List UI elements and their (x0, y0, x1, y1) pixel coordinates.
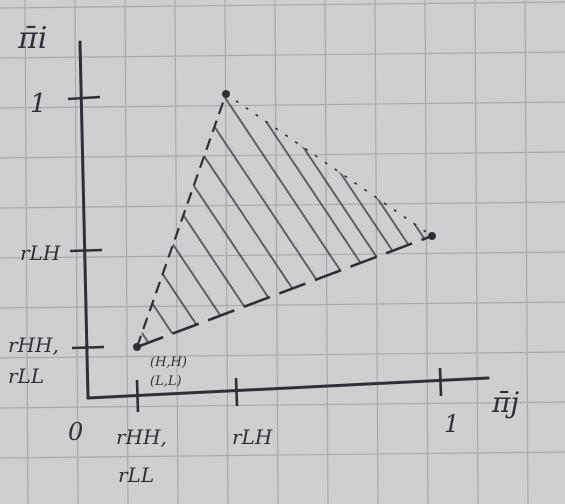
region-boundary (135, 93, 433, 349)
x-axis-label: π̄j (491, 386, 519, 419)
boundary-bottom-edge (136, 234, 433, 349)
y-tick-label-1: 1 (30, 89, 47, 119)
x-tick-label-rhh: rHH, (116, 425, 167, 449)
x-tick-rlh (234, 377, 239, 407)
y-tick-rlh (69, 248, 103, 253)
vertex-hh-ll (133, 343, 141, 351)
x-tick-label-1: 1 (444, 410, 459, 438)
x-axis (86, 376, 490, 400)
point-label-ll: (L,L) (150, 374, 182, 389)
x-tick-1 (438, 367, 443, 397)
x-ticks (135, 367, 443, 413)
y-tick-label-rhh: rHH, (8, 333, 59, 357)
y-axis (78, 40, 90, 400)
vertex-right (428, 232, 436, 240)
x-tick-label-rll: rLL (118, 463, 154, 487)
boundary-left-edge (135, 93, 228, 348)
y-ticks (67, 95, 105, 350)
vertex-top (222, 90, 230, 98)
point-label-hh: (H,H) (150, 355, 187, 370)
y-axis-label: π̄i (17, 21, 47, 56)
x-tick-rhh (135, 379, 140, 413)
origin-label: 0 (68, 418, 83, 446)
y-tick-label-rlh: rLH (20, 241, 61, 265)
axes (78, 40, 490, 400)
y-tick-rhh (71, 345, 105, 350)
x-tick-label-rlh: rLH (232, 425, 273, 449)
y-tick-label-rll: rLL (8, 364, 44, 388)
y-tick-1 (67, 95, 101, 101)
